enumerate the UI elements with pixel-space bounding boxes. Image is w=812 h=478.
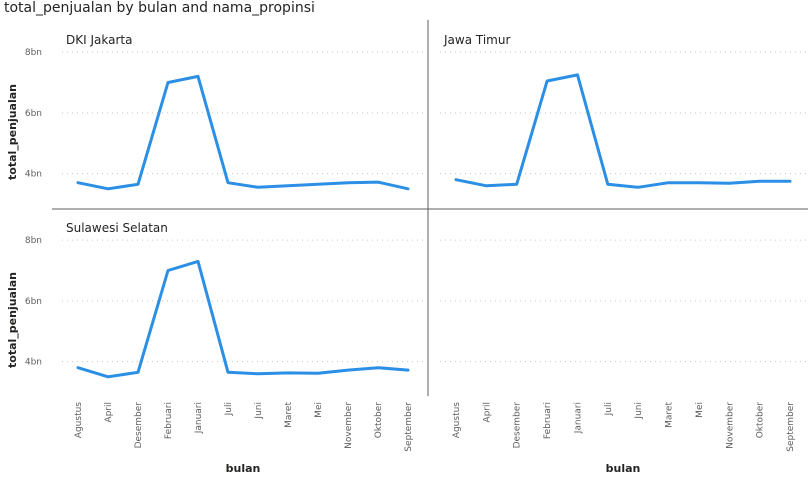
x-tick-label: Oktober xyxy=(756,402,766,439)
x-tick-label: Januari xyxy=(194,402,204,434)
y-axis-title: total_penjualan xyxy=(6,272,19,368)
x-tick-label: Agustus xyxy=(74,402,84,438)
x-tick-label: November xyxy=(344,402,354,449)
x-tick-label: Desember xyxy=(134,402,144,449)
y-tick-label: 6bn xyxy=(25,109,42,119)
x-tick-label: Juli xyxy=(224,402,234,416)
panel-title: Sulawesi Selatan xyxy=(66,221,168,235)
y-tick-label: 4bn xyxy=(25,358,42,368)
panel-title: DKI Jakarta xyxy=(66,33,132,47)
x-tick-label: Oktober xyxy=(374,402,384,439)
x-tick-label: Januari xyxy=(573,402,583,434)
x-tick-label: April xyxy=(482,402,492,423)
x-tick-label: November xyxy=(725,402,735,449)
y-axis-title: total_penjualan xyxy=(6,84,19,180)
x-axis-title: bulan xyxy=(606,462,641,475)
x-tick-label: Desember xyxy=(513,402,523,449)
x-tick-label: Agustus xyxy=(452,402,462,438)
panel-title: Jawa Timur xyxy=(443,33,510,47)
x-tick-label: Maret xyxy=(665,402,675,428)
x-tick-label: Februari xyxy=(164,402,174,439)
x-tick-label: Mei xyxy=(314,402,324,418)
x-tick-label: Februari xyxy=(543,402,553,439)
chart-title: total_penjualan by bulan and nama_propin… xyxy=(4,0,315,16)
x-axis-title: bulan xyxy=(226,462,261,475)
series-line xyxy=(76,74,410,191)
y-tick-label: 8bn xyxy=(25,236,42,246)
x-tick-label: Juni xyxy=(634,402,644,420)
x-tick-label: Maret xyxy=(284,402,294,428)
x-tick-label: September xyxy=(404,402,414,452)
y-tick-label: 6bn xyxy=(25,297,42,307)
x-tick-label: Juli xyxy=(604,402,614,416)
x-tick-label: Juni xyxy=(254,402,264,420)
x-tick-label: Mei xyxy=(695,402,705,418)
y-tick-label: 4bn xyxy=(25,170,42,180)
series-line xyxy=(454,73,792,189)
x-tick-label: April xyxy=(104,402,114,423)
y-tick-label: 8bn xyxy=(25,48,42,58)
series-line xyxy=(76,259,410,379)
x-tick-label: September xyxy=(786,402,796,452)
